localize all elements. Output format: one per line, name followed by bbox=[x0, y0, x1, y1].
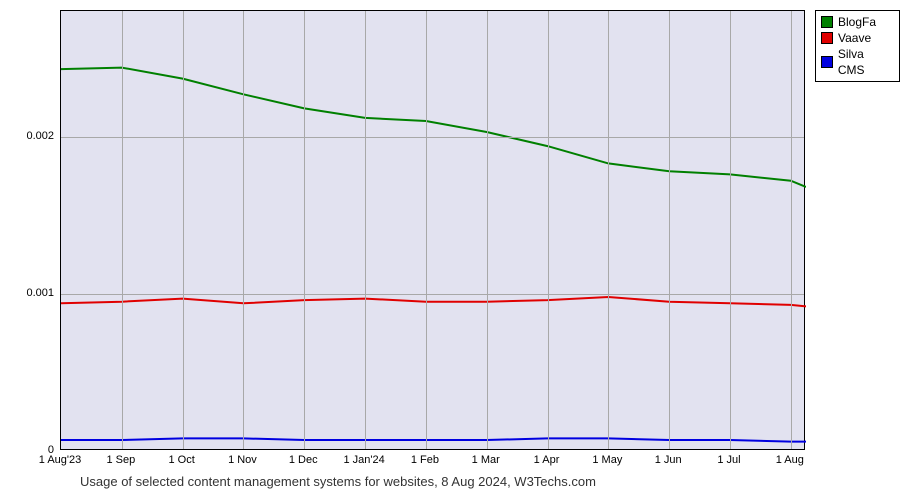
series-line bbox=[61, 438, 806, 441]
gridline-v bbox=[122, 11, 123, 449]
gridline-v bbox=[243, 11, 244, 449]
x-tick-label: 1 May bbox=[592, 454, 622, 466]
x-tick-label: 1 Dec bbox=[289, 454, 318, 466]
x-tick-label: 1 Oct bbox=[168, 454, 194, 466]
gridline-v bbox=[548, 11, 549, 449]
legend: BlogFaVaaveSilva CMS bbox=[815, 10, 900, 82]
x-tick-label: 1 Sep bbox=[106, 454, 135, 466]
legend-item: BlogFa bbox=[821, 14, 893, 30]
gridline-h bbox=[61, 137, 804, 138]
gridline-v bbox=[608, 11, 609, 449]
usage-chart: BlogFaVaaveSilva CMS Usage of selected c… bbox=[0, 0, 900, 500]
gridline-v bbox=[791, 11, 792, 449]
legend-swatch bbox=[821, 56, 833, 68]
gridline-h bbox=[61, 294, 804, 295]
x-tick-label: 1 Mar bbox=[472, 454, 500, 466]
gridline-v bbox=[304, 11, 305, 449]
legend-label: Vaave bbox=[838, 30, 871, 46]
legend-swatch bbox=[821, 32, 833, 44]
gridline-v bbox=[365, 11, 366, 449]
gridline-v bbox=[426, 11, 427, 449]
series-lines bbox=[61, 11, 806, 451]
legend-item: Vaave bbox=[821, 30, 893, 46]
x-tick-label: 1 Apr bbox=[534, 454, 560, 466]
x-tick-label: 1 Jul bbox=[717, 454, 740, 466]
y-tick-label: 0.002 bbox=[0, 130, 54, 142]
series-line bbox=[61, 297, 806, 306]
x-tick-label: 1 Aug bbox=[776, 454, 804, 466]
legend-item: Silva CMS bbox=[821, 46, 893, 78]
gridline-v bbox=[487, 11, 488, 449]
legend-label: Silva CMS bbox=[838, 46, 893, 78]
y-tick-label: 0.001 bbox=[0, 287, 54, 299]
legend-label: BlogFa bbox=[838, 14, 876, 30]
series-line bbox=[61, 68, 806, 187]
x-tick-label: 1 Feb bbox=[411, 454, 439, 466]
gridline-v bbox=[669, 11, 670, 449]
gridline-v bbox=[730, 11, 731, 449]
x-tick-label: 1 Jun bbox=[655, 454, 682, 466]
x-tick-label: 1 Jan'24 bbox=[343, 454, 384, 466]
y-tick-label: 0 bbox=[0, 444, 54, 456]
plot-area bbox=[60, 10, 805, 450]
chart-caption: Usage of selected content management sys… bbox=[80, 474, 596, 489]
legend-swatch bbox=[821, 16, 833, 28]
gridline-v bbox=[183, 11, 184, 449]
x-tick-label: 1 Nov bbox=[228, 454, 257, 466]
